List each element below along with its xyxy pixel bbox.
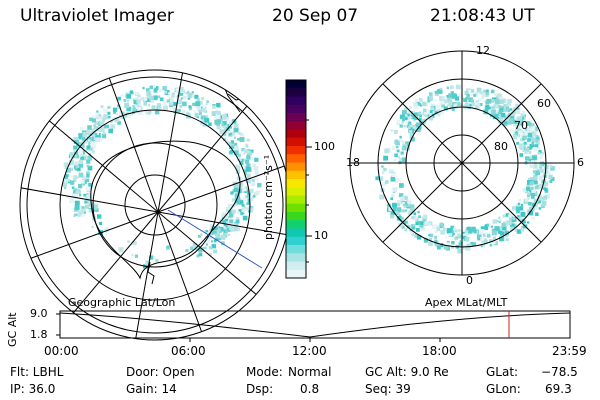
aurora-oval-magnetic <box>375 84 555 254</box>
geographic-map <box>19 69 291 341</box>
colorbar-tick-100: 100 <box>314 140 335 153</box>
colorbar-segment <box>286 162 306 172</box>
colorbar-segment <box>286 236 306 246</box>
colorbar-segment <box>286 88 306 97</box>
mlt-label-18: 18 <box>346 156 360 169</box>
sequence-value: Seq: 39 <box>365 382 411 396</box>
antarctica-outline <box>90 140 241 280</box>
filter-value: Flt: LBHL <box>10 365 64 379</box>
mode-value: Normal <box>288 365 332 379</box>
mlt-label-6: 6 <box>577 156 584 169</box>
timeline-y-tick-9: 9.0 <box>30 307 48 320</box>
colorbar-segment <box>286 261 306 271</box>
mlat-label-70: 70 <box>514 119 528 132</box>
colorbar-tick-10: 10 <box>314 229 328 242</box>
colorbar-segment <box>286 212 306 221</box>
colorbar-segment <box>286 220 306 229</box>
mlat-label-80: 80 <box>494 140 508 153</box>
door-status: Door: Open <box>126 365 195 379</box>
glon-label: GLon: <box>486 382 521 396</box>
gc-alt-value: GC Alt: 9.0 Re <box>365 365 449 379</box>
dsp-value: 0.8 <box>300 382 320 396</box>
ip-value: IP: 36.0 <box>10 382 56 396</box>
mlat-label-60: 60 <box>537 97 551 110</box>
colorbar-segment <box>286 113 306 122</box>
colorbar-segment <box>286 137 306 147</box>
instrument-title: Ultraviolet Imager <box>20 6 174 26</box>
geographic-label: Geographic Lat/Lon <box>68 296 176 309</box>
colorbar-segment <box>286 121 306 130</box>
timeline-x-tick-2359: 23:59 <box>552 344 587 358</box>
date-label: 20 Sep 07 <box>272 6 359 26</box>
mlt-label-0: 0 <box>466 274 473 287</box>
colorbar-unit-label: photon cm⁻²s⁻¹ <box>262 154 275 240</box>
timeline-x-tick-1200: 12:00 <box>292 344 327 358</box>
colorbar-segment <box>286 170 306 180</box>
colorbar-segment <box>286 154 306 163</box>
apex-label: Apex MLat/MLT <box>425 296 508 309</box>
meridian-lines <box>20 70 290 340</box>
colorbar-segment <box>286 96 306 106</box>
mlt-label-12: 12 <box>476 44 490 57</box>
glat-label: GLat: <box>486 365 519 379</box>
orbit-altitude-plot <box>56 310 571 342</box>
time-label: 21:08:43 UT <box>430 6 535 26</box>
colorbar-segment <box>286 228 306 238</box>
colorbar-segment <box>286 80 306 89</box>
gain-value: Gain: 14 <box>126 382 177 396</box>
timeline-y-tick-1-8: 1.8 <box>30 328 48 341</box>
colorbar-segment <box>286 129 306 139</box>
colorbar <box>286 80 306 279</box>
colorbar-segment <box>286 104 306 114</box>
colorbar-segment <box>286 187 306 196</box>
apex-polar-plot <box>349 50 575 276</box>
colorbar-segment <box>286 269 306 279</box>
timeline-x-tick-0600: 06:00 <box>171 344 206 358</box>
colorbar-segment <box>286 203 306 213</box>
colorbar-segment <box>286 245 306 254</box>
aurora-oval-geographic <box>62 85 262 269</box>
timeline-x-tick-1800: 18:00 <box>422 344 457 358</box>
glat-value: −78.5 <box>541 365 578 379</box>
mode-label: Mode: <box>246 365 283 379</box>
timeline-x-tick-0000: 00:00 <box>44 344 79 358</box>
dsp-label: Dsp: <box>246 382 274 396</box>
colorbar-segment <box>286 195 306 205</box>
colorbar-segment <box>286 146 306 155</box>
glon-value: 69.3 <box>545 382 572 396</box>
colorbar-segment <box>286 179 306 188</box>
colorbar-segment <box>286 253 306 262</box>
timeline-y-axis-label: GC Alt <box>6 312 19 347</box>
